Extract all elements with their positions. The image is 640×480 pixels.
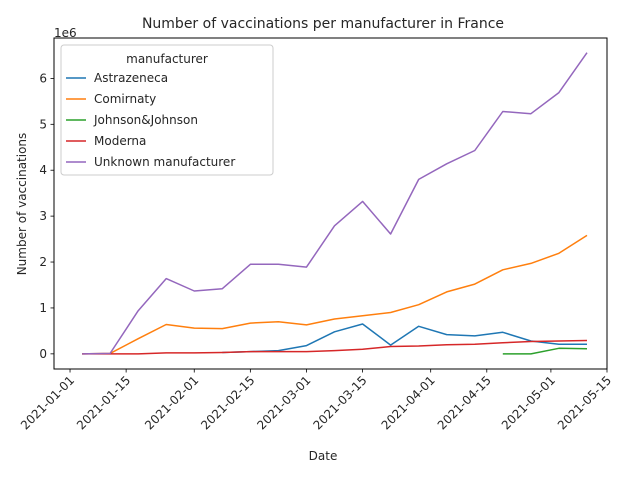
chart-title: Number of vaccinations per manufacturer …: [142, 16, 504, 32]
series-line-astrazeneca: [222, 323, 587, 354]
x-axis-title: Date: [309, 449, 338, 463]
legend-label-comirnaty: Comirnaty: [94, 92, 156, 106]
y-tick-label: 4: [39, 163, 47, 177]
legend-title: manufacturer: [126, 52, 208, 66]
y-axis-title: Number of vaccinations: [15, 133, 29, 276]
series-lines: [82, 52, 588, 355]
legend-label-johnson-johnson: Johnson&Johnson: [93, 113, 198, 127]
series-line-moderna: [82, 339, 588, 355]
y-tick-label: 5: [39, 117, 47, 131]
series-line-comirnaty: [82, 234, 588, 355]
y-axis: 0 1 2 3 4 5 6: [39, 71, 54, 361]
y-tick-label: 2: [39, 255, 47, 269]
legend-label-moderna: Moderna: [94, 134, 146, 148]
legend-label-unknown-manufacturer: Unknown manufacturer: [94, 155, 235, 169]
y-tick-label: 1: [39, 301, 47, 315]
y-tick-label: 6: [39, 71, 47, 85]
y-offset-label: 1e6: [54, 26, 77, 40]
legend-box: [60, 44, 274, 176]
y-tick-label: 0: [39, 347, 47, 361]
legend: manufacturer Astrazeneca Comirnaty Johnson…: [60, 44, 274, 176]
series-line-johnson-johnson: [502, 347, 588, 355]
y-tick-label: 3: [39, 209, 47, 223]
series-line-unknown-manufacturer: [82, 52, 588, 355]
legend-label-astrazeneca: Astrazeneca: [94, 71, 168, 85]
plot-frame: [53, 37, 608, 370]
